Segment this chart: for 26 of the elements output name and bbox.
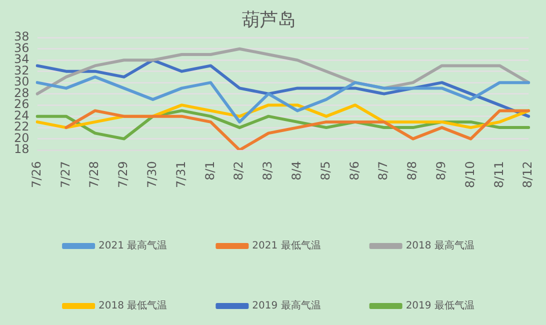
x-tick-label: 8/1 <box>202 161 217 180</box>
legend-label: 2021 最高气温 <box>98 240 168 252</box>
x-tick-label: 7/31 <box>174 161 188 188</box>
chart-title: 葫芦岛 <box>242 9 296 30</box>
x-tick-label: 7/30 <box>145 161 159 188</box>
x-tick-label: 8/2 <box>232 161 246 180</box>
x-tick-label: 8/12 <box>520 161 535 188</box>
x-tick-label: 8/4 <box>290 161 304 180</box>
x-tick-label: 8/9 <box>434 161 448 180</box>
x-tick-label: 8/5 <box>318 161 332 180</box>
x-tick-label: 7/27 <box>58 161 72 188</box>
x-tick-label: 7/29 <box>116 161 130 188</box>
x-tick-label: 8/8 <box>405 161 420 180</box>
legend-label: 2018 最高气温 <box>406 240 474 252</box>
x-tick-label: 8/7 <box>376 161 390 180</box>
x-tick-label: 8/6 <box>347 161 362 180</box>
x-tick-label: 7/26 <box>29 161 44 188</box>
legend-label: 2019 最低气温 <box>406 300 474 312</box>
x-tick-label: 8/10 <box>462 161 477 188</box>
legend-label: 2021 最低气温 <box>252 240 321 252</box>
legend-label: 2018 最低气温 <box>98 300 168 312</box>
x-tick-label: 7/28 <box>87 161 102 188</box>
legend-label: 2019 最高气温 <box>252 300 321 312</box>
x-tick-label: 8/3 <box>260 161 275 180</box>
y-tick-label: 18 <box>14 142 30 156</box>
x-tick-label: 8/11 <box>492 161 506 188</box>
